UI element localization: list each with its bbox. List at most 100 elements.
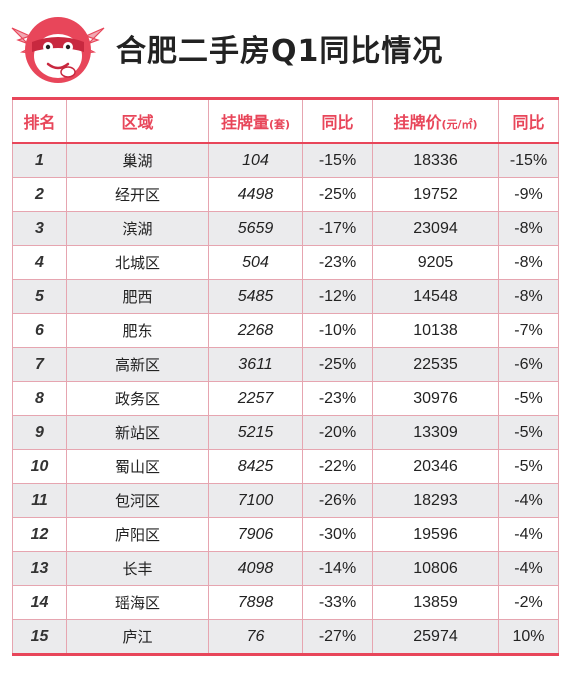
table-row: 14 瑶海区 7898 -33% 13859 -2% xyxy=(12,585,559,620)
cell-district: 蜀山区 xyxy=(66,449,209,484)
cell-listings: 104 xyxy=(208,143,303,178)
cell-district: 经开区 xyxy=(66,177,209,212)
cell-rank: 1 xyxy=(12,143,67,178)
table-row: 7 高新区 3611 -25% 22535 -6% xyxy=(12,347,559,382)
header-row: 排名 区域 挂牌量(套) 同比 挂牌价(元/㎡) 同比 xyxy=(12,97,559,144)
cell-price-yoy: -2% xyxy=(498,585,559,620)
data-table: 排名 区域 挂牌量(套) 同比 挂牌价(元/㎡) 同比 1 巢湖 104 -15% 18… xyxy=(12,97,559,656)
cell-price: 25974 xyxy=(372,619,499,656)
cell-price: 18293 xyxy=(372,483,499,518)
cell-price: 20346 xyxy=(372,449,499,484)
cell-listings-yoy: -23% xyxy=(302,245,373,280)
cell-price-yoy: -9% xyxy=(498,177,559,212)
table-row: 1 巢湖 104 -15% 18336 -15% xyxy=(12,143,559,178)
cell-rank: 12 xyxy=(12,517,67,552)
cell-price-yoy: -4% xyxy=(498,483,559,518)
cell-rank: 11 xyxy=(12,483,67,518)
cell-listings-yoy: -25% xyxy=(302,347,373,382)
cell-price-yoy: -4% xyxy=(498,517,559,552)
table-row: 9 新站区 5215 -20% 13309 -5% xyxy=(12,415,559,450)
column-header-listings-yoy: 同比 xyxy=(302,97,373,144)
table-row: 10 蜀山区 8425 -22% 20346 -5% xyxy=(12,449,559,484)
cell-listings: 504 xyxy=(208,245,303,280)
cell-rank: 2 xyxy=(12,177,67,212)
cell-price: 13859 xyxy=(372,585,499,620)
cell-district: 高新区 xyxy=(66,347,209,382)
cell-listings-yoy: -17% xyxy=(302,211,373,246)
table-row: 2 经开区 4498 -25% 19752 -9% xyxy=(12,177,559,212)
table-row: 13 长丰 4098 -14% 10806 -4% xyxy=(12,551,559,586)
cell-district: 庐阳区 xyxy=(66,517,209,552)
cell-price: 19596 xyxy=(372,517,499,552)
mascot-icon xyxy=(11,17,105,83)
cell-district: 瑶海区 xyxy=(66,585,209,620)
cell-listings: 8425 xyxy=(208,449,303,484)
cell-price-yoy: 10% xyxy=(498,619,559,656)
cell-listings: 5215 xyxy=(208,415,303,450)
cell-price: 10806 xyxy=(372,551,499,586)
cell-price: 18336 xyxy=(372,143,499,178)
cell-rank: 9 xyxy=(12,415,67,450)
cell-listings-yoy: -33% xyxy=(302,585,373,620)
cell-listings-yoy: -15% xyxy=(302,143,373,178)
cell-district: 新站区 xyxy=(66,415,209,450)
cell-listings-yoy: -26% xyxy=(302,483,373,518)
column-header-price-yoy: 同比 xyxy=(498,97,559,144)
cell-district: 滨湖 xyxy=(66,211,209,246)
cell-rank: 14 xyxy=(12,585,67,620)
cell-listings: 76 xyxy=(208,619,303,656)
cell-listings: 7898 xyxy=(208,585,303,620)
cell-rank: 7 xyxy=(12,347,67,382)
table-row: 6 肥东 2268 -10% 10138 -7% xyxy=(12,313,559,348)
column-header-listings: 挂牌量(套) xyxy=(208,97,303,144)
cell-listings: 5485 xyxy=(208,279,303,314)
cell-price: 19752 xyxy=(372,177,499,212)
cell-listings: 3611 xyxy=(208,347,303,382)
cell-price-yoy: -5% xyxy=(498,415,559,450)
cell-rank: 5 xyxy=(12,279,67,314)
cell-price: 23094 xyxy=(372,211,499,246)
cell-rank: 4 xyxy=(12,245,67,280)
table-row: 15 庐江 76 -27% 25974 10% xyxy=(12,619,559,656)
cell-price: 9205 xyxy=(372,245,499,280)
cell-price-yoy: -4% xyxy=(498,551,559,586)
page-title: 合肥二手房Q1同比情况 xyxy=(116,34,444,69)
cell-listings-yoy: -25% xyxy=(302,177,373,212)
cell-listings: 7100 xyxy=(208,483,303,518)
cell-rank: 6 xyxy=(12,313,67,348)
cell-price-yoy: -5% xyxy=(498,381,559,416)
cell-district: 巢湖 xyxy=(66,143,209,178)
cell-listings-yoy: -23% xyxy=(302,381,373,416)
cell-price-yoy: -6% xyxy=(498,347,559,382)
cell-listings: 2268 xyxy=(208,313,303,348)
cell-rank: 10 xyxy=(12,449,67,484)
column-header-district: 区域 xyxy=(66,97,209,144)
cell-listings: 7906 xyxy=(208,517,303,552)
table-row: 4 北城区 504 -23% 9205 -8% xyxy=(12,245,559,280)
cell-price: 14548 xyxy=(372,279,499,314)
cell-price: 30976 xyxy=(372,381,499,416)
header: 合肥二手房Q1同比情况 xyxy=(0,0,570,90)
cell-listings: 5659 xyxy=(208,211,303,246)
cell-rank: 8 xyxy=(12,381,67,416)
cell-price-yoy: -8% xyxy=(498,211,559,246)
table-row: 11 包河区 7100 -26% 18293 -4% xyxy=(12,483,559,518)
cell-price-yoy: -15% xyxy=(498,143,559,178)
cell-district: 长丰 xyxy=(66,551,209,586)
cell-price: 13309 xyxy=(372,415,499,450)
cell-listings-yoy: -10% xyxy=(302,313,373,348)
cell-district: 肥东 xyxy=(66,313,209,348)
cell-listings-yoy: -20% xyxy=(302,415,373,450)
cell-district: 北城区 xyxy=(66,245,209,280)
cell-price: 22535 xyxy=(372,347,499,382)
cell-rank: 13 xyxy=(12,551,67,586)
cell-rank: 3 xyxy=(12,211,67,246)
cell-listings-yoy: -14% xyxy=(302,551,373,586)
column-header-price: 挂牌价(元/㎡) xyxy=(372,97,499,144)
table-body: 1 巢湖 104 -15% 18336 -15% 2 经开区 4498 -25% 19752 -9% 3… xyxy=(12,143,559,656)
table-row: 8 政务区 2257 -23% 30976 -5% xyxy=(12,381,559,416)
cell-listings-yoy: -30% xyxy=(302,517,373,552)
cell-price: 10138 xyxy=(372,313,499,348)
cell-listings-yoy: -12% xyxy=(302,279,373,314)
